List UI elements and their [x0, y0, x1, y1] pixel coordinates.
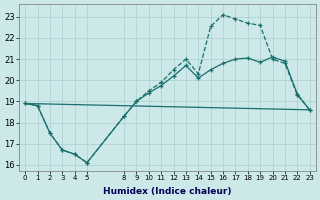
- X-axis label: Humidex (Indice chaleur): Humidex (Indice chaleur): [103, 187, 232, 196]
